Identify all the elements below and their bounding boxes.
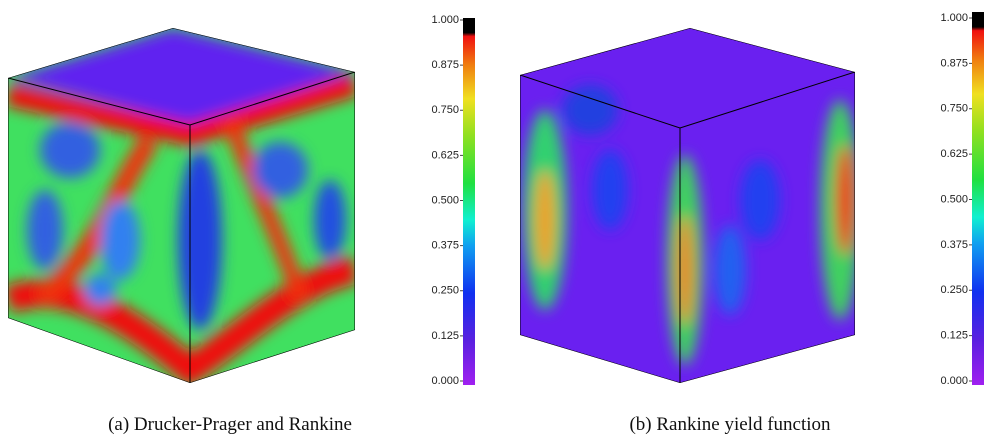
colorbar-tick-label: 0.500 bbox=[431, 194, 459, 206]
colorbar-tick-label: 0.250 bbox=[431, 285, 459, 297]
colorbar-tick-label: 0.250 bbox=[940, 284, 968, 296]
colorbar-tick-label: 0.625 bbox=[940, 148, 968, 160]
colorbar-tick-label: 0.375 bbox=[940, 239, 968, 251]
colorbar bbox=[972, 12, 984, 385]
colorbar-tick-label: 0.125 bbox=[940, 330, 968, 342]
colorbar-tick-label: 0.625 bbox=[431, 149, 459, 161]
colorbar-tick-label: 1.000 bbox=[940, 12, 968, 24]
cube-a bbox=[8, 28, 355, 383]
colorbar bbox=[463, 18, 475, 385]
colorbar-tick-label: 0.875 bbox=[431, 59, 459, 71]
colorbar-tick-label: 0.000 bbox=[431, 375, 459, 387]
caption: (a) Drucker-Prager and Rankine bbox=[108, 414, 352, 435]
caption: (b) Rankine yield function bbox=[629, 414, 831, 435]
colorbar-tick-label: 0.125 bbox=[431, 330, 459, 342]
colorbar-tick-label: 0.000 bbox=[940, 375, 968, 387]
colorbar-tick-label: 0.875 bbox=[940, 57, 968, 69]
colorbar-tick-label: 1.000 bbox=[431, 14, 459, 26]
colorbar-tick-label: 0.500 bbox=[940, 193, 968, 205]
cube-b bbox=[520, 28, 860, 383]
colorbar-tick-label: 0.750 bbox=[431, 104, 459, 116]
colorbar-tick-label: 0.750 bbox=[940, 103, 968, 115]
figure: (a) Drucker-Prager and Rankine (b) Ranki… bbox=[0, 0, 984, 437]
colorbar-tick-label: 0.375 bbox=[431, 240, 459, 252]
